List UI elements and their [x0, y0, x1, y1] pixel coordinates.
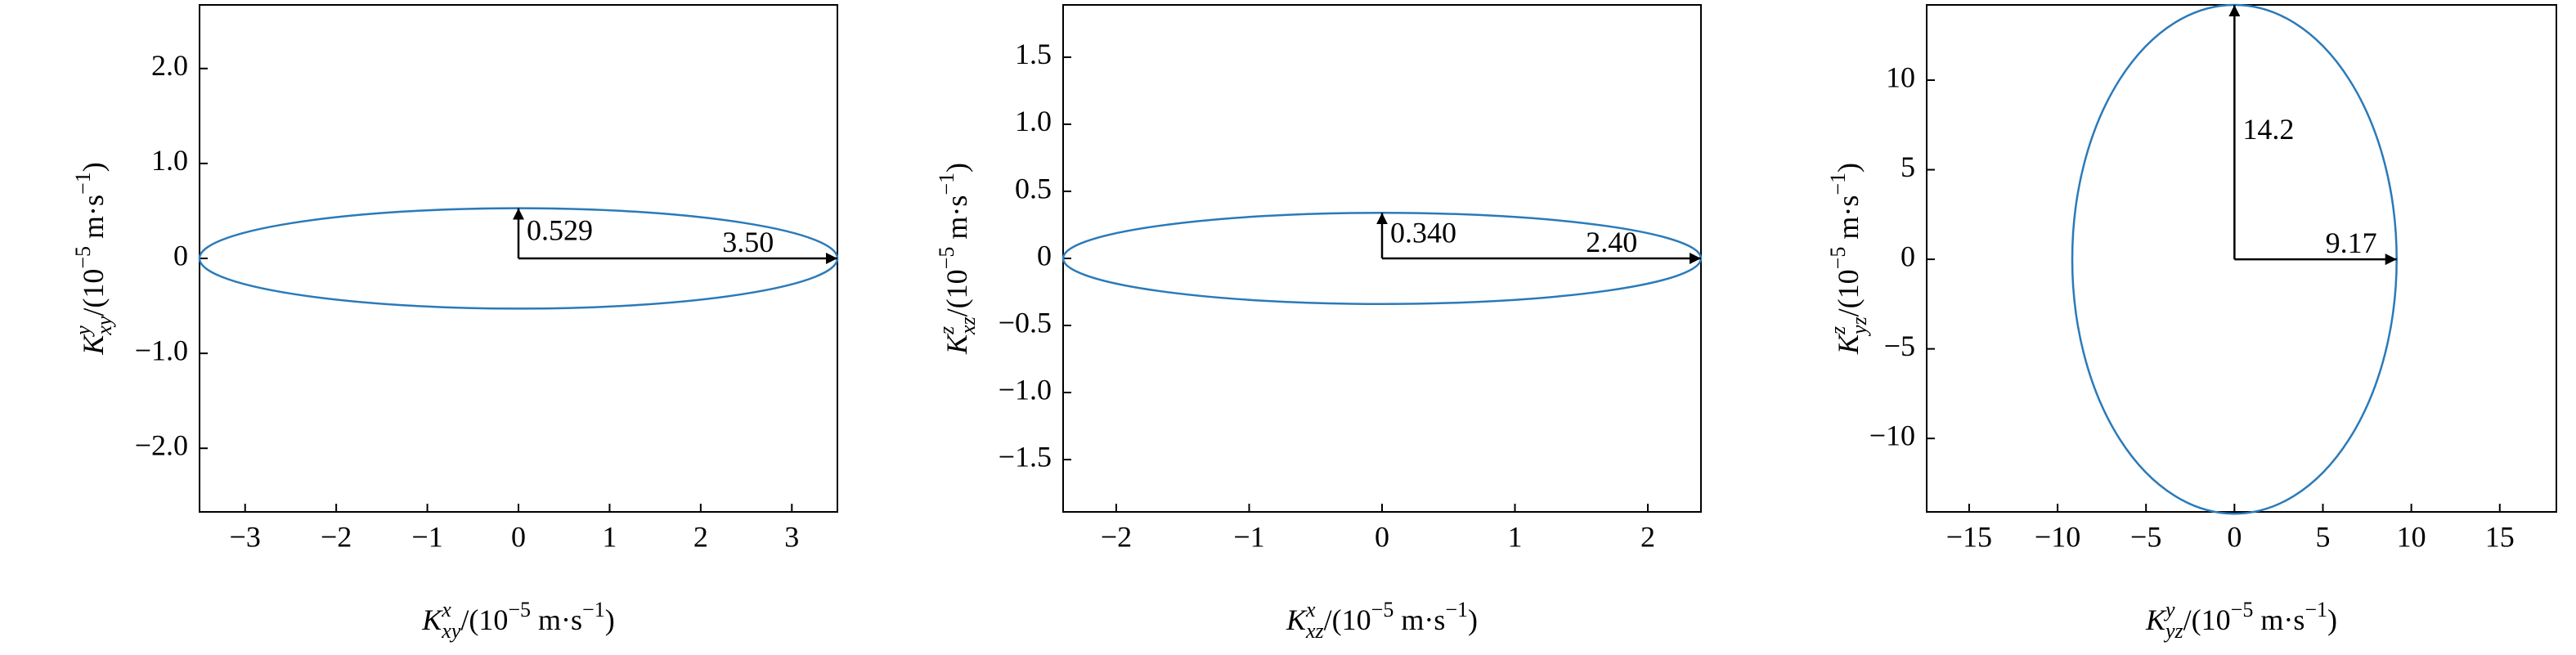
x-axis-label-part: /(10 — [2183, 603, 2231, 636]
x-tick-label: 0 — [1375, 520, 1389, 553]
x-tick-label: 1 — [1508, 520, 1523, 553]
x-tick-label: 0 — [2227, 520, 2242, 553]
x-tick-label: 15 — [2485, 520, 2515, 553]
y-tick-label: −1.5 — [999, 440, 1052, 473]
value-label: 14.2 — [2242, 113, 2294, 146]
y-tick-label: 0 — [173, 239, 188, 271]
y-tick-label: −1.0 — [999, 373, 1052, 406]
y-axis-label-part: ) — [77, 162, 110, 172]
y-axis-label: Kyxy/(10−5 m·s−1) — [71, 162, 116, 355]
x-axis-label-part: −5 — [2231, 598, 2254, 621]
x-axis-label-part: −5 — [508, 598, 531, 621]
y-axis-label-part: −1 — [71, 172, 95, 195]
x-tick-label: −2 — [1101, 520, 1132, 553]
y-axis-label-part: z — [935, 326, 958, 335]
x-axis-label-part: ) — [1468, 603, 1478, 636]
x-axis-label-part: −1 — [582, 598, 605, 621]
y-axis-label-part: m·s — [940, 195, 973, 247]
x-axis-label-part: y — [2163, 598, 2175, 621]
y-axis-label-part: ) — [940, 163, 973, 173]
y-tick-label: 5 — [1901, 150, 1915, 183]
value-label: 0.529 — [527, 214, 593, 247]
y-axis-label-part: K — [940, 333, 973, 355]
y-axis-label-part: ) — [1832, 163, 1865, 173]
y-tick-label: 2.0 — [151, 49, 188, 82]
x-tick-label: −5 — [2130, 520, 2161, 553]
x-axis-label-part: yz — [2163, 619, 2183, 643]
y-axis-label-part: m·s — [77, 195, 110, 246]
y-axis-label-part: m·s — [1832, 195, 1865, 247]
y-axis-label-part: xy — [92, 316, 116, 336]
x-axis-label: Ky yz/(10−5 m·s−1) — [2145, 598, 2337, 643]
x-tick-label: 5 — [2315, 520, 2330, 553]
x-axis-label-part: −1 — [1445, 598, 1468, 621]
x-axis-label-part: x — [1305, 598, 1316, 621]
x-tick-label: 3 — [784, 520, 799, 553]
y-axis-label-part: −5 — [71, 246, 95, 269]
y-axis-label-part: −5 — [935, 247, 958, 270]
x-tick-label: −1 — [411, 520, 442, 553]
y-axis-label-part: z — [1826, 326, 1850, 335]
x-tick-label: −3 — [230, 520, 261, 553]
y-axis-label-part: /(10 — [1832, 269, 1865, 316]
y-tick-label: −0.5 — [999, 306, 1052, 339]
x-axis-label-part: −5 — [1371, 598, 1394, 621]
x-tick-label: −1 — [1233, 520, 1264, 553]
y-tick-label: 0 — [1901, 240, 1915, 272]
y-axis-label-part: −1 — [1826, 173, 1850, 195]
x-axis-label-part: /(10 — [1324, 603, 1371, 636]
x-axis-label-part: x — [441, 598, 451, 621]
x-axis-label-part: K — [1286, 603, 1308, 636]
value-label: 3.50 — [722, 226, 774, 258]
value-label: 2.40 — [1586, 226, 1637, 258]
y-axis-label-part: yz — [1847, 316, 1871, 337]
y-axis-label: Kzyz/(10−5 m·s−1) — [1826, 163, 1871, 355]
x-axis-label-part: m·s — [531, 603, 582, 636]
y-axis-label: Kzxz/(10−5 m·s−1) — [935, 163, 980, 355]
x-axis-label-part: ) — [2327, 603, 2337, 636]
x-axis-label-part: K — [2145, 603, 2167, 636]
x-axis-label-part: K — [421, 603, 443, 636]
y-axis-label-part: K — [1832, 333, 1865, 355]
x-tick-label: 2 — [693, 520, 708, 553]
y-tick-label: −2.0 — [135, 428, 188, 461]
y-tick-label: 1.5 — [1015, 38, 1052, 70]
y-tick-label: −5 — [1884, 330, 1915, 362]
x-tick-label: −2 — [321, 520, 352, 553]
y-axis-label-part: /(10 — [940, 269, 973, 316]
y-tick-label: −10 — [1869, 419, 1915, 451]
x-axis-label: Kx xz/(10−5 m·s−1) — [1286, 598, 1478, 643]
x-axis-label-part: /(10 — [460, 603, 508, 636]
y-tick-label: 0 — [1037, 239, 1052, 271]
x-axis-label: Kx xy/(10−5 m·s−1) — [421, 598, 614, 643]
x-tick-label: 2 — [1640, 520, 1655, 553]
y-axis-label-part: −1 — [935, 173, 958, 195]
y-axis-label-part: /(10 — [77, 269, 110, 316]
y-tick-label: 1.0 — [1015, 105, 1052, 137]
x-axis-label-part: −1 — [2304, 598, 2327, 621]
x-axis-label-part: xz — [1305, 619, 1324, 643]
x-tick-label: −15 — [1946, 520, 1992, 553]
x-axis-label-part: xy — [441, 619, 461, 643]
x-axis-label-part: ) — [605, 603, 615, 636]
y-tick-label: 0.5 — [1015, 172, 1052, 204]
x-tick-label: 10 — [2397, 520, 2426, 553]
value-label: 9.17 — [2326, 227, 2377, 259]
value-label: 0.340 — [1390, 216, 1456, 249]
y-axis-label-part: xz — [956, 316, 980, 335]
x-tick-label: 1 — [602, 520, 617, 553]
y-axis-label-part: y — [71, 325, 95, 338]
x-axis-label-part: m·s — [1393, 603, 1445, 636]
x-axis-label-part: m·s — [2253, 603, 2304, 636]
y-tick-label: 10 — [1886, 61, 1915, 93]
y-axis-label-part: −5 — [1826, 247, 1850, 270]
y-axis-label-part: K — [77, 334, 110, 356]
y-tick-label: 1.0 — [151, 144, 188, 177]
y-tick-label: −1.0 — [135, 334, 188, 366]
x-tick-label: −10 — [2035, 520, 2080, 553]
x-tick-label: 0 — [511, 520, 526, 553]
